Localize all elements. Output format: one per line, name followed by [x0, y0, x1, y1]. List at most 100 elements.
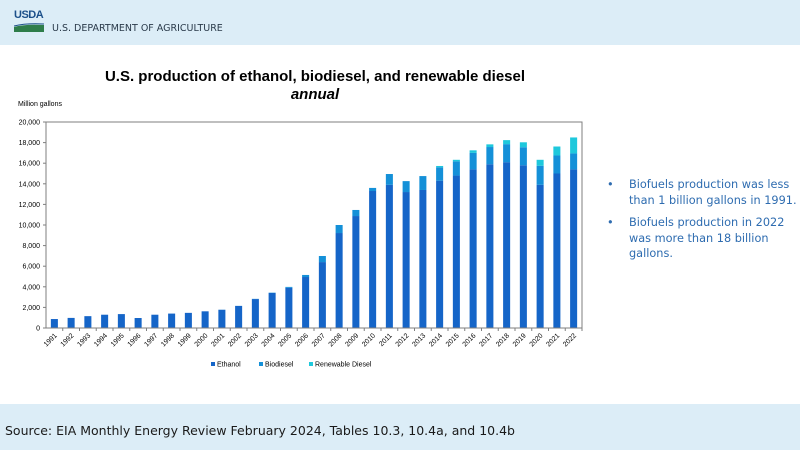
bar-ethanol-2022	[570, 169, 578, 328]
bullet-list: • Biofuels production was less than 1 bil…	[607, 177, 797, 269]
x-tick-label: 2022	[562, 332, 578, 348]
bar-biodiesel-2016	[469, 152, 477, 170]
legend-label: Ethanol	[217, 362, 241, 369]
department-name: U.S. DEPARTMENT OF AGRICULTURE	[52, 23, 223, 34]
y-tick-label: 4,000	[22, 284, 40, 291]
y-tick-label: 10,000	[19, 223, 41, 230]
bar-ethanol-2009	[352, 216, 360, 328]
bullet-text: Biofuels production in 2022 was more tha…	[629, 216, 785, 260]
x-tick-label: 2001	[210, 332, 226, 348]
legend-label: Biodiesel	[265, 362, 294, 369]
footer-band	[0, 404, 800, 450]
y-tick-label: 18,000	[19, 140, 41, 147]
bullet-item: • Biofuels production was less than 1 bil…	[607, 177, 797, 208]
x-tick-label: 2011	[378, 332, 394, 348]
x-tick-label: 1995	[110, 332, 126, 348]
bullet-item: • Biofuels production in 2022 was more th…	[607, 215, 797, 262]
bullet-icon: •	[607, 178, 614, 191]
bar-ethanol-2011	[385, 184, 393, 328]
bar-ethanol-2020	[536, 184, 544, 328]
stacked-bar-chart: Million gallons 0 2,000 4,000 6,000 8,000 10,…	[18, 101, 583, 369]
bar-ethanol-1998	[168, 313, 176, 328]
bar-biodiesel-2007	[318, 256, 326, 263]
x-tick-label: 2020	[529, 332, 545, 348]
bullet-icon: •	[607, 216, 614, 229]
header-band: USDA U.S. DEPARTMENT OF AGRICULTURE	[0, 0, 800, 45]
legend-swatch-ethanol	[211, 362, 215, 366]
bar-ethanol-2017	[486, 164, 494, 328]
bar-biodiesel-2010	[369, 187, 377, 192]
bar-renewable-diesel-2016	[469, 150, 477, 153]
x-tick-label: 2014	[428, 332, 444, 348]
bullet-text: Biofuels production was less than 1 bill…	[629, 178, 797, 207]
x-tick-label: 2004	[261, 332, 277, 348]
bar-biodiesel-2006	[302, 274, 310, 278]
y-tick-label: 8,000	[22, 243, 40, 250]
x-tick-label: 1994	[93, 332, 109, 348]
bar-ethanol-2005	[285, 287, 293, 328]
bar-biodiesel-2019	[519, 147, 527, 166]
bar-ethanol-2010	[369, 191, 377, 328]
bar-ethanol-2003	[251, 299, 259, 328]
bar-renewable-diesel-2021	[553, 146, 561, 156]
bar-ethanol-1997	[151, 314, 159, 328]
bar-ethanol-2021	[553, 173, 561, 328]
legend: Ethanol Biodiesel Renewable Diesel	[211, 362, 372, 369]
y-tick-label: 20,000	[19, 120, 41, 127]
x-tick-label: 2016	[462, 332, 478, 348]
bar-biodiesel-2013	[419, 176, 427, 190]
bar-ethanol-2000	[201, 311, 209, 328]
bar-ethanol-1995	[117, 314, 125, 328]
x-tick-label: 2012	[395, 332, 411, 348]
bar-renewable-diesel-2014	[436, 165, 444, 168]
y-axis-label: Million gallons	[18, 101, 62, 108]
bar-ethanol-2001	[218, 309, 226, 328]
x-tick-label: 1992	[60, 332, 76, 348]
plot-frame	[45, 121, 583, 329]
bar-renewable-diesel-2019	[519, 142, 527, 148]
x-tick-label: 2008	[328, 332, 344, 348]
bar-biodiesel-2014	[436, 167, 444, 181]
bar-ethanol-2012	[402, 192, 410, 328]
bar-ethanol-2002	[235, 305, 243, 328]
x-tick-label: 2002	[227, 332, 243, 348]
bar-ethanol-2013	[419, 189, 427, 328]
x-tick-label: 2013	[411, 332, 427, 348]
bars	[50, 137, 578, 328]
bar-biodiesel-2018	[503, 144, 511, 163]
usda-logo-text: USDA	[14, 9, 44, 21]
y-tick-label: 14,000	[19, 181, 41, 188]
bar-renewable-diesel-2017	[486, 144, 494, 148]
bar-ethanol-1993	[84, 316, 92, 328]
bar-ethanol-1991	[50, 319, 58, 328]
chart-subtitle: annual	[290, 86, 340, 103]
bar-ethanol-2006	[302, 277, 310, 328]
bar-biodiesel-2017	[486, 147, 494, 165]
x-tick-label: 2003	[244, 332, 260, 348]
bar-ethanol-1999	[184, 312, 192, 328]
bar-ethanol-1992	[67, 317, 75, 328]
x-tick-label: 2019	[512, 332, 528, 348]
chart-title: U.S. production of ethanol, biodiesel, a…	[104, 68, 526, 85]
x-tick-label: 2005	[277, 332, 293, 348]
legend-swatch-renewable-diesel	[309, 362, 313, 366]
bar-ethanol-2008	[335, 233, 343, 328]
x-tick-label: 1998	[160, 332, 176, 348]
bar-biodiesel-2008	[335, 225, 343, 234]
y-tick-label: 16,000	[19, 161, 41, 168]
bar-biodiesel-2012	[402, 181, 410, 193]
bar-biodiesel-2005	[285, 286, 293, 288]
bar-biodiesel-2009	[352, 209, 360, 217]
x-tick-label: 2010	[361, 332, 377, 348]
x-tick-label: 2006	[294, 332, 310, 348]
bar-biodiesel-2022	[570, 153, 578, 170]
y-tick-label: 6,000	[22, 264, 40, 271]
bar-ethanol-1994	[101, 314, 109, 328]
bar-renewable-diesel-2022	[570, 137, 578, 154]
bar-renewable-diesel-2018	[503, 140, 511, 145]
bar-ethanol-2016	[469, 169, 477, 328]
bar-ethanol-2007	[318, 262, 326, 328]
x-tick-label: 1991	[43, 332, 59, 348]
x-tick-label: 2018	[495, 332, 511, 348]
bar-ethanol-2014	[436, 180, 444, 328]
